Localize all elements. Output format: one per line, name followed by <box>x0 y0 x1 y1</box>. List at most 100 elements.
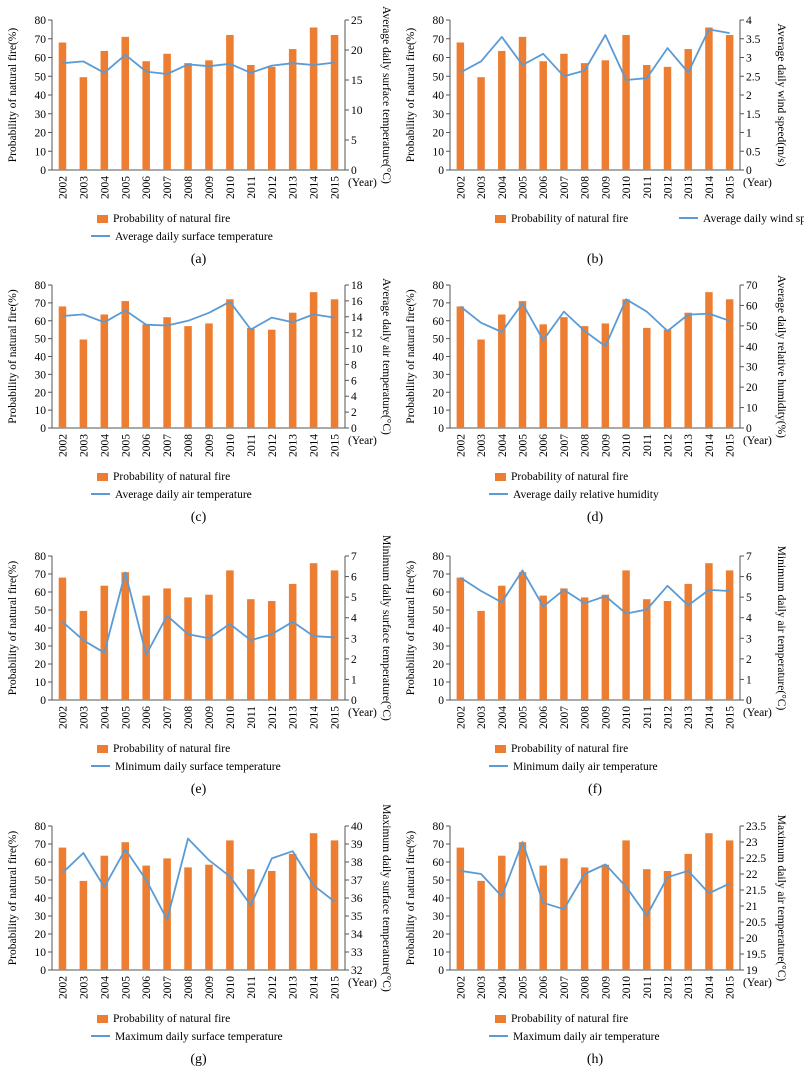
left-tick-label: 10 <box>433 405 445 417</box>
left-tick-label: 40 <box>433 623 445 635</box>
right-tick-label: 10 <box>351 105 363 117</box>
right-tick-label: 36 <box>351 893 363 905</box>
bar-2002 <box>58 847 67 970</box>
x-tick-label: 2014 <box>309 976 321 999</box>
x-tick-label: 2009 <box>600 976 612 999</box>
x-unit-label: (Year) <box>348 435 377 447</box>
left-tick-label: 70 <box>433 298 445 310</box>
legend-line-label: Average daily air temperature <box>115 489 252 501</box>
right-axis-title: Minimum daily air temperature(°C) <box>775 546 787 711</box>
x-tick-label: 2009 <box>600 434 612 457</box>
legend-line-label: Average daily relative humidity <box>513 489 659 501</box>
bar-2003 <box>477 339 485 428</box>
panel-label: (c) <box>191 510 207 525</box>
right-tick-label: 2 <box>351 407 357 419</box>
x-tick-label: 2003 <box>78 976 90 999</box>
x-tick-label: 2014 <box>309 706 321 729</box>
x-tick-label: 2008 <box>580 176 592 199</box>
right-tick-label: 0 <box>746 695 752 707</box>
bar-2006 <box>539 595 547 700</box>
left-tick-label: 10 <box>433 677 445 689</box>
x-tick-label: 2010 <box>225 706 237 729</box>
left-tick-label: 30 <box>433 369 445 381</box>
x-tick-label: 2005 <box>120 434 132 457</box>
left-tick-label: 20 <box>433 387 445 399</box>
bar-2009 <box>205 864 213 970</box>
x-unit-label: (Year) <box>348 977 377 989</box>
x-tick-label: 2015 <box>725 176 737 199</box>
x-tick-label: 2009 <box>204 706 216 729</box>
bar-2008 <box>184 867 192 970</box>
right-tick-label: 3 <box>351 633 357 645</box>
left-tick-label: 10 <box>35 146 47 158</box>
x-tick-label: 2014 <box>704 706 716 729</box>
x-tick-label: 2009 <box>204 434 216 457</box>
right-tick-label: 3 <box>746 633 752 645</box>
x-unit-label: (Year) <box>743 707 772 719</box>
x-tick-label: 2006 <box>141 706 153 729</box>
bar-2015 <box>330 570 339 700</box>
bar-2003 <box>477 880 485 970</box>
left-tick-label: 30 <box>35 911 47 923</box>
bar-2004 <box>100 50 109 170</box>
x-tick-label: 2005 <box>120 976 132 999</box>
bar-2009 <box>205 323 213 428</box>
bar-2013 <box>288 583 297 700</box>
right-tick-label: 22 <box>746 869 758 881</box>
bar-2009 <box>601 594 610 700</box>
bar-2011 <box>643 327 651 428</box>
right-tick-label: 6 <box>746 572 752 584</box>
x-tick-label: 2007 <box>162 706 174 729</box>
chart-panel-g: 0 10 20 30 40 50 60 70 80 32 33 34 35 36 37 38 39 40 2002 2… <box>7 804 392 1067</box>
x-tick-label: 2003 <box>78 434 90 457</box>
right-tick-label: 1 <box>746 128 752 140</box>
bar-2005 <box>518 572 527 700</box>
x-tick-label: 2008 <box>183 976 195 999</box>
x-tick-label: 2004 <box>497 434 509 457</box>
legend-bar-swatch <box>97 473 108 481</box>
left-tick-label: 30 <box>35 369 47 381</box>
left-tick-label: 70 <box>433 34 445 46</box>
x-tick-label: 2006 <box>538 976 550 999</box>
bar-2007 <box>560 317 568 428</box>
left-tick-label: 0 <box>438 165 444 177</box>
legend-bar-label: Probability of natural fire <box>113 213 230 225</box>
bar-2006 <box>539 865 547 970</box>
bar-2007 <box>163 588 171 700</box>
right-tick-label: 4 <box>746 613 752 625</box>
x-tick-label: 2012 <box>267 706 279 729</box>
bar-2003 <box>477 610 485 700</box>
right-tick-label: 19.5 <box>746 949 766 961</box>
right-tick-label: 10 <box>746 403 758 415</box>
left-tick-label: 40 <box>35 623 47 635</box>
x-tick-label: 2009 <box>600 706 612 729</box>
bar-2014 <box>705 563 713 700</box>
x-tick-label: 2004 <box>497 176 509 199</box>
x-tick-label: 2013 <box>683 706 695 729</box>
left-tick-label: 20 <box>35 929 47 941</box>
x-tick-label: 2013 <box>683 976 695 999</box>
right-tick-label: 6 <box>351 572 357 584</box>
left-tick-label: 10 <box>35 405 47 417</box>
x-tick-label: 2015 <box>330 176 342 199</box>
left-tick-label: 30 <box>35 109 47 121</box>
legend-bar-label: Probability of natural fire <box>113 471 230 483</box>
right-tick-label: 37 <box>351 875 363 887</box>
x-tick-label: 2013 <box>683 176 695 199</box>
bar-2010 <box>226 35 234 170</box>
legend-line-label: Maximum daily air temperature <box>513 1031 660 1043</box>
left-tick-label: 30 <box>433 109 445 121</box>
left-axis-title: Probability of natural fire(%) <box>405 831 417 966</box>
bar-2012 <box>663 66 672 170</box>
chart-panel-c: 0 10 20 30 40 50 60 70 80 0 2 4 6 8 10 12 14 16 18 2002 2003… <box>7 278 392 525</box>
x-tick-label: 2007 <box>559 706 571 729</box>
right-tick-label: 2 <box>746 90 752 102</box>
x-tick-label: 2003 <box>476 434 488 457</box>
bar-2005 <box>518 36 527 170</box>
bar-2010 <box>622 840 630 970</box>
bar-2004 <box>498 314 506 428</box>
x-tick-label: 2010 <box>225 976 237 999</box>
bar-2013 <box>288 49 297 170</box>
x-tick-label: 2008 <box>183 706 195 729</box>
bar-2012 <box>663 329 672 428</box>
